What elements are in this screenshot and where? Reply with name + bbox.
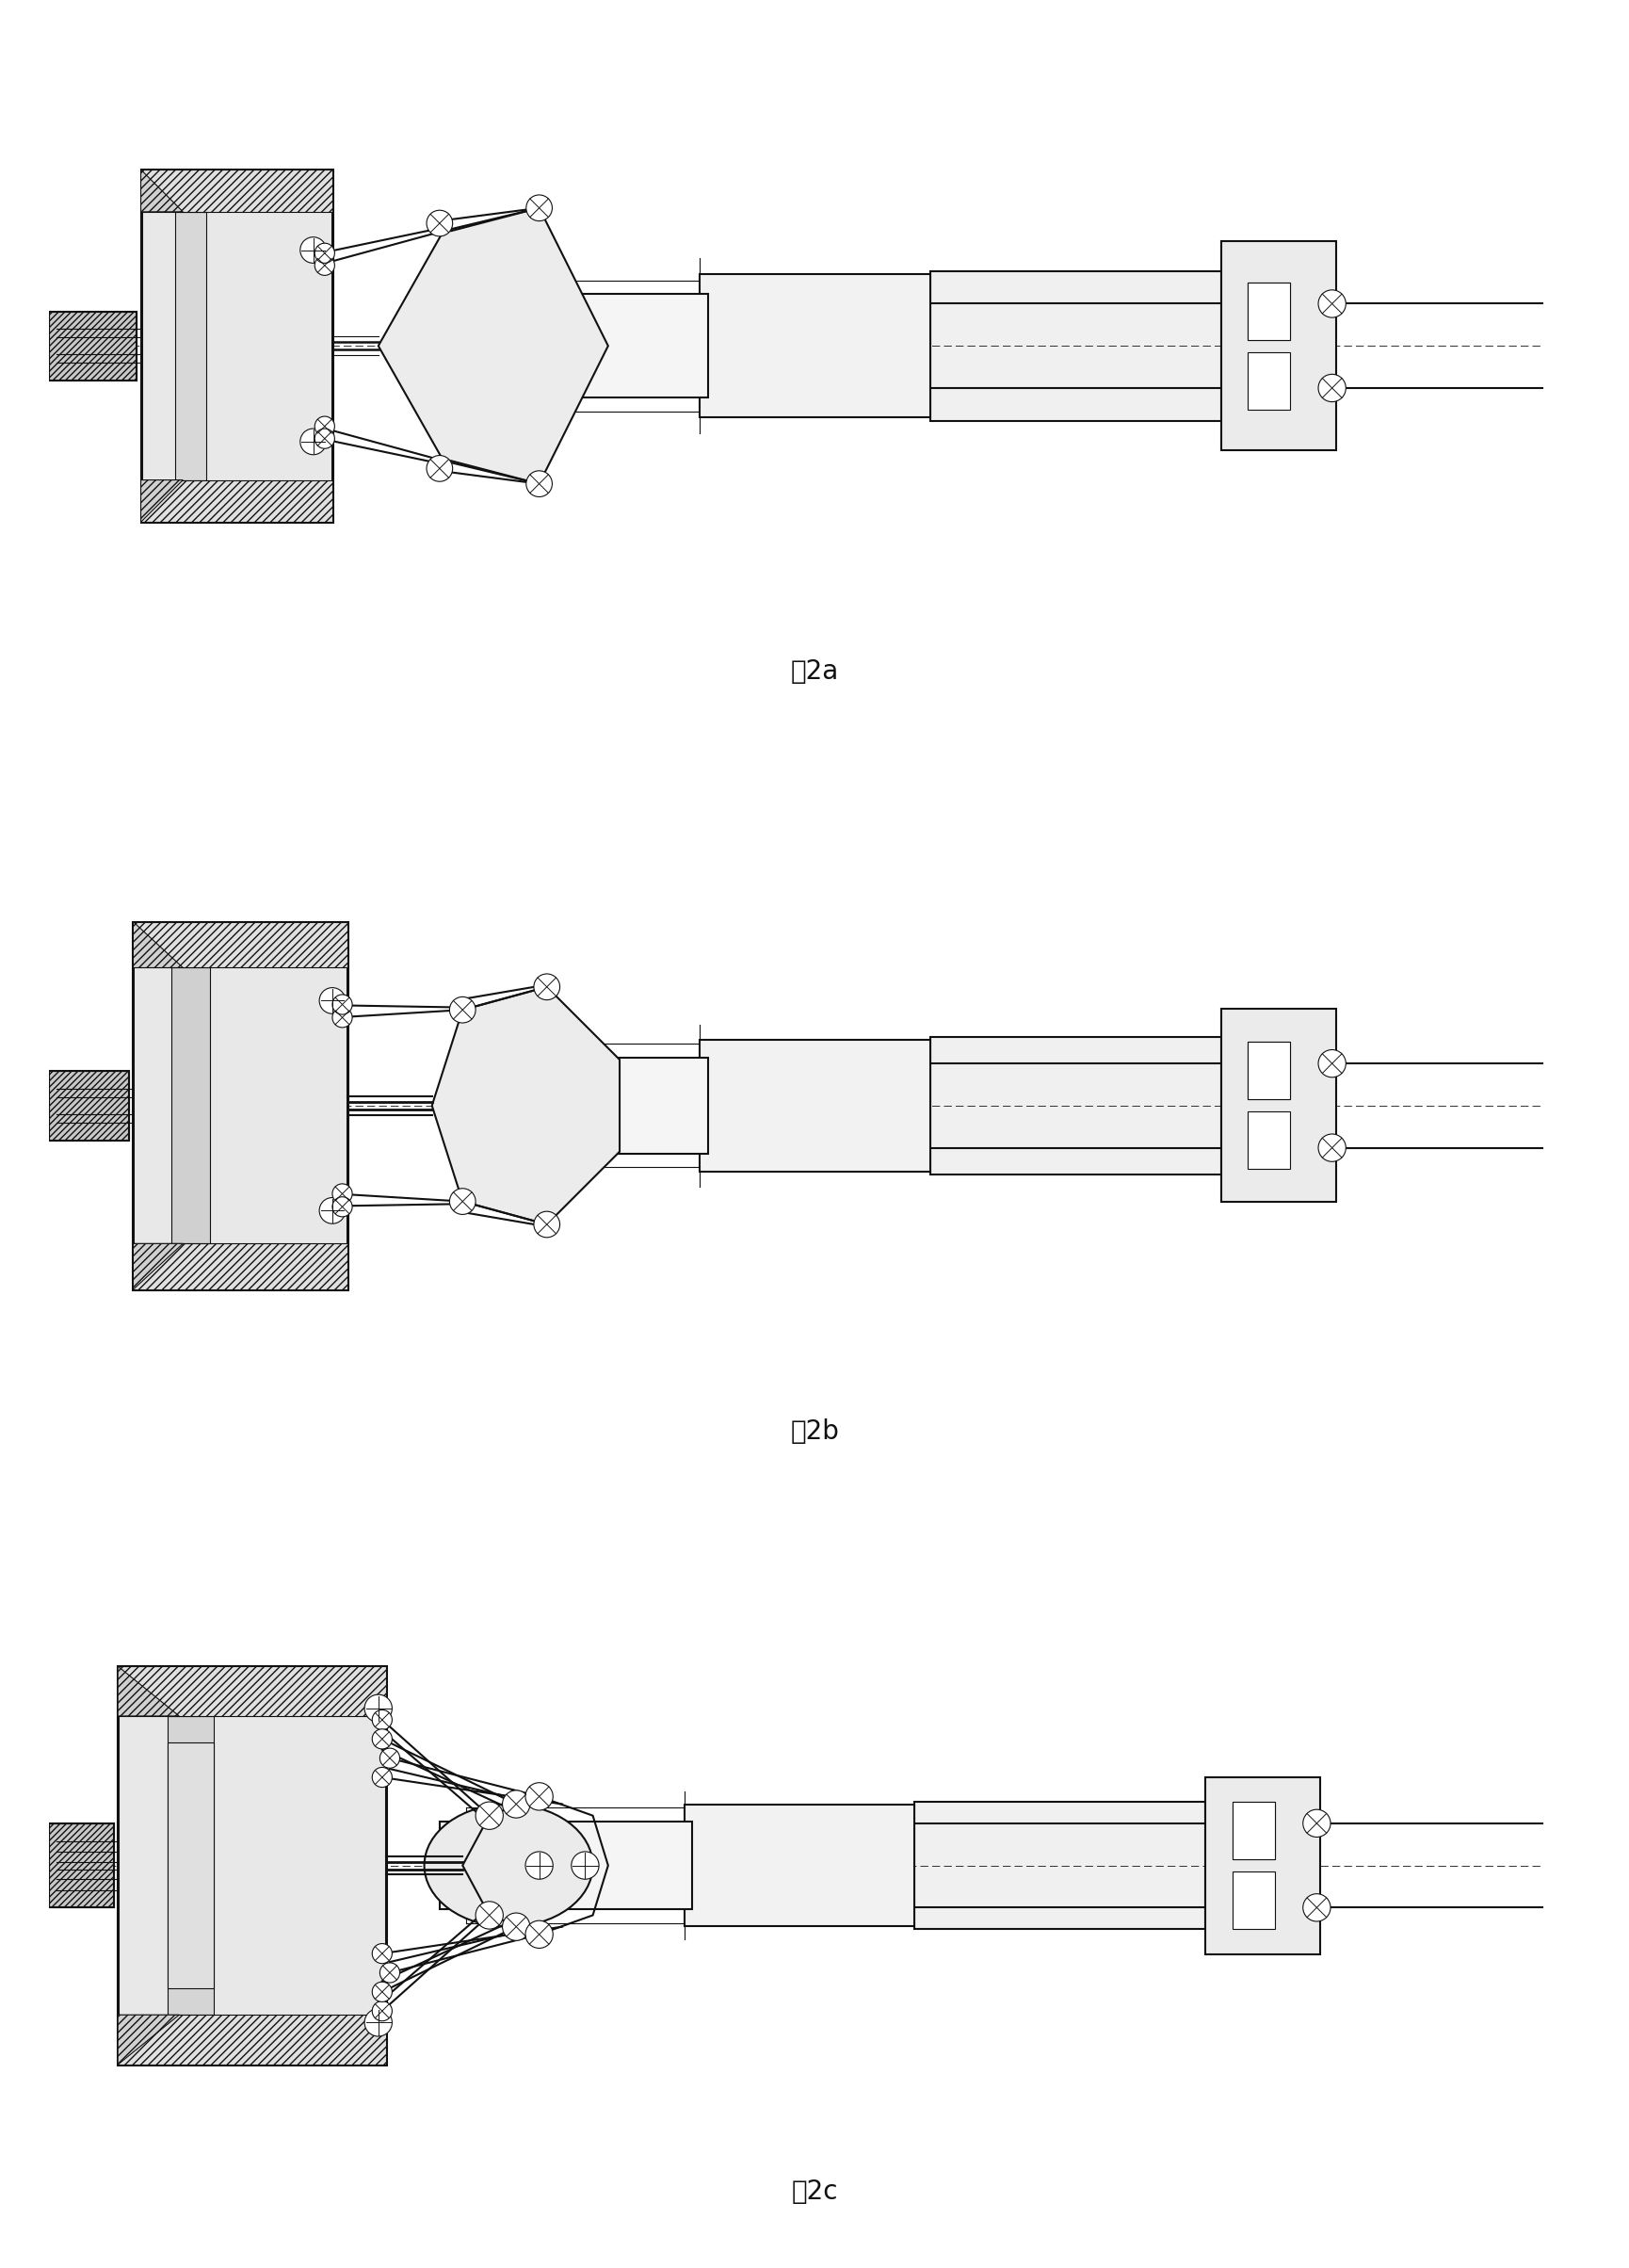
Circle shape	[525, 1851, 552, 1880]
Bar	[171, 968, 210, 1243]
Circle shape	[371, 1767, 393, 1787]
Circle shape	[1302, 1894, 1329, 1921]
Bar	[440, 1821, 692, 1910]
Circle shape	[534, 973, 559, 1000]
Circle shape	[534, 1211, 559, 1238]
Circle shape	[525, 1783, 552, 1810]
Bar	[49, 1070, 129, 1141]
Circle shape	[332, 996, 352, 1014]
Circle shape	[1318, 374, 1346, 401]
Bar	[117, 2014, 386, 2064]
Bar	[929, 272, 1220, 420]
Bar	[1248, 281, 1289, 340]
Bar	[134, 921, 347, 1290]
Circle shape	[450, 1188, 476, 1213]
Circle shape	[300, 238, 326, 263]
Circle shape	[300, 429, 326, 454]
Bar	[1232, 1801, 1274, 1860]
Bar	[140, 481, 332, 522]
Polygon shape	[378, 209, 608, 483]
Bar	[168, 1742, 213, 1989]
Circle shape	[371, 1728, 393, 1749]
Ellipse shape	[424, 1803, 593, 1928]
Circle shape	[314, 256, 334, 274]
Bar	[49, 1070, 129, 1141]
Bar	[699, 274, 929, 417]
Polygon shape	[140, 481, 182, 522]
Bar	[49, 1823, 114, 1907]
Bar	[1205, 1776, 1319, 1955]
Circle shape	[371, 1710, 393, 1730]
Circle shape	[476, 1801, 503, 1830]
Text: 图2c: 图2c	[792, 2177, 837, 2204]
Polygon shape	[134, 1243, 182, 1290]
Bar	[1248, 1111, 1289, 1170]
Bar	[140, 170, 332, 522]
Bar	[454, 1057, 707, 1154]
Circle shape	[427, 456, 453, 481]
Circle shape	[1318, 1134, 1346, 1161]
Bar	[176, 211, 205, 481]
Circle shape	[502, 1789, 529, 1819]
Bar	[140, 170, 332, 211]
Circle shape	[572, 1851, 598, 1880]
Circle shape	[502, 1912, 529, 1941]
Bar	[929, 1036, 1220, 1175]
Circle shape	[371, 1944, 393, 1964]
Bar	[49, 1823, 114, 1907]
Circle shape	[332, 1184, 352, 1204]
Bar	[1220, 1009, 1336, 1202]
Circle shape	[427, 211, 453, 236]
Circle shape	[526, 195, 552, 220]
Circle shape	[380, 1749, 399, 1769]
Bar	[134, 921, 347, 968]
Circle shape	[314, 417, 334, 435]
Circle shape	[314, 429, 334, 449]
Circle shape	[319, 987, 345, 1014]
Polygon shape	[134, 921, 182, 968]
Bar	[454, 295, 707, 397]
Circle shape	[450, 998, 476, 1023]
Circle shape	[332, 1198, 352, 1216]
Bar	[1220, 240, 1336, 451]
Bar	[1248, 1041, 1289, 1100]
Bar	[168, 1717, 213, 2014]
Bar	[914, 1803, 1205, 1928]
Polygon shape	[117, 1667, 179, 1717]
Bar	[1232, 1801, 1274, 1860]
Text: 图2b: 图2b	[790, 1418, 839, 1445]
Circle shape	[526, 472, 552, 497]
Circle shape	[314, 243, 334, 263]
Bar	[49, 311, 137, 381]
Circle shape	[380, 1962, 399, 1982]
Bar	[684, 1805, 914, 1926]
Circle shape	[1318, 290, 1346, 318]
Circle shape	[332, 1007, 352, 1027]
Circle shape	[319, 1198, 345, 1225]
Bar	[1248, 1041, 1289, 1100]
Circle shape	[371, 2000, 393, 2021]
Bar	[134, 1243, 347, 1290]
Circle shape	[525, 1921, 552, 1948]
Polygon shape	[117, 2014, 179, 2064]
Polygon shape	[140, 170, 182, 211]
Bar	[117, 1667, 386, 2064]
Circle shape	[1302, 1810, 1329, 1837]
Bar	[1248, 281, 1289, 340]
Circle shape	[1318, 1050, 1346, 1077]
Bar	[699, 1039, 929, 1173]
Bar	[1248, 352, 1289, 411]
Circle shape	[476, 1901, 503, 1930]
Bar	[1232, 1871, 1274, 1930]
Circle shape	[371, 1982, 393, 2003]
Circle shape	[365, 2009, 393, 2037]
Bar	[49, 311, 137, 381]
Bar	[117, 1667, 386, 1717]
Text: 图2a: 图2a	[790, 658, 839, 685]
Circle shape	[365, 1694, 393, 1721]
Polygon shape	[432, 987, 619, 1225]
